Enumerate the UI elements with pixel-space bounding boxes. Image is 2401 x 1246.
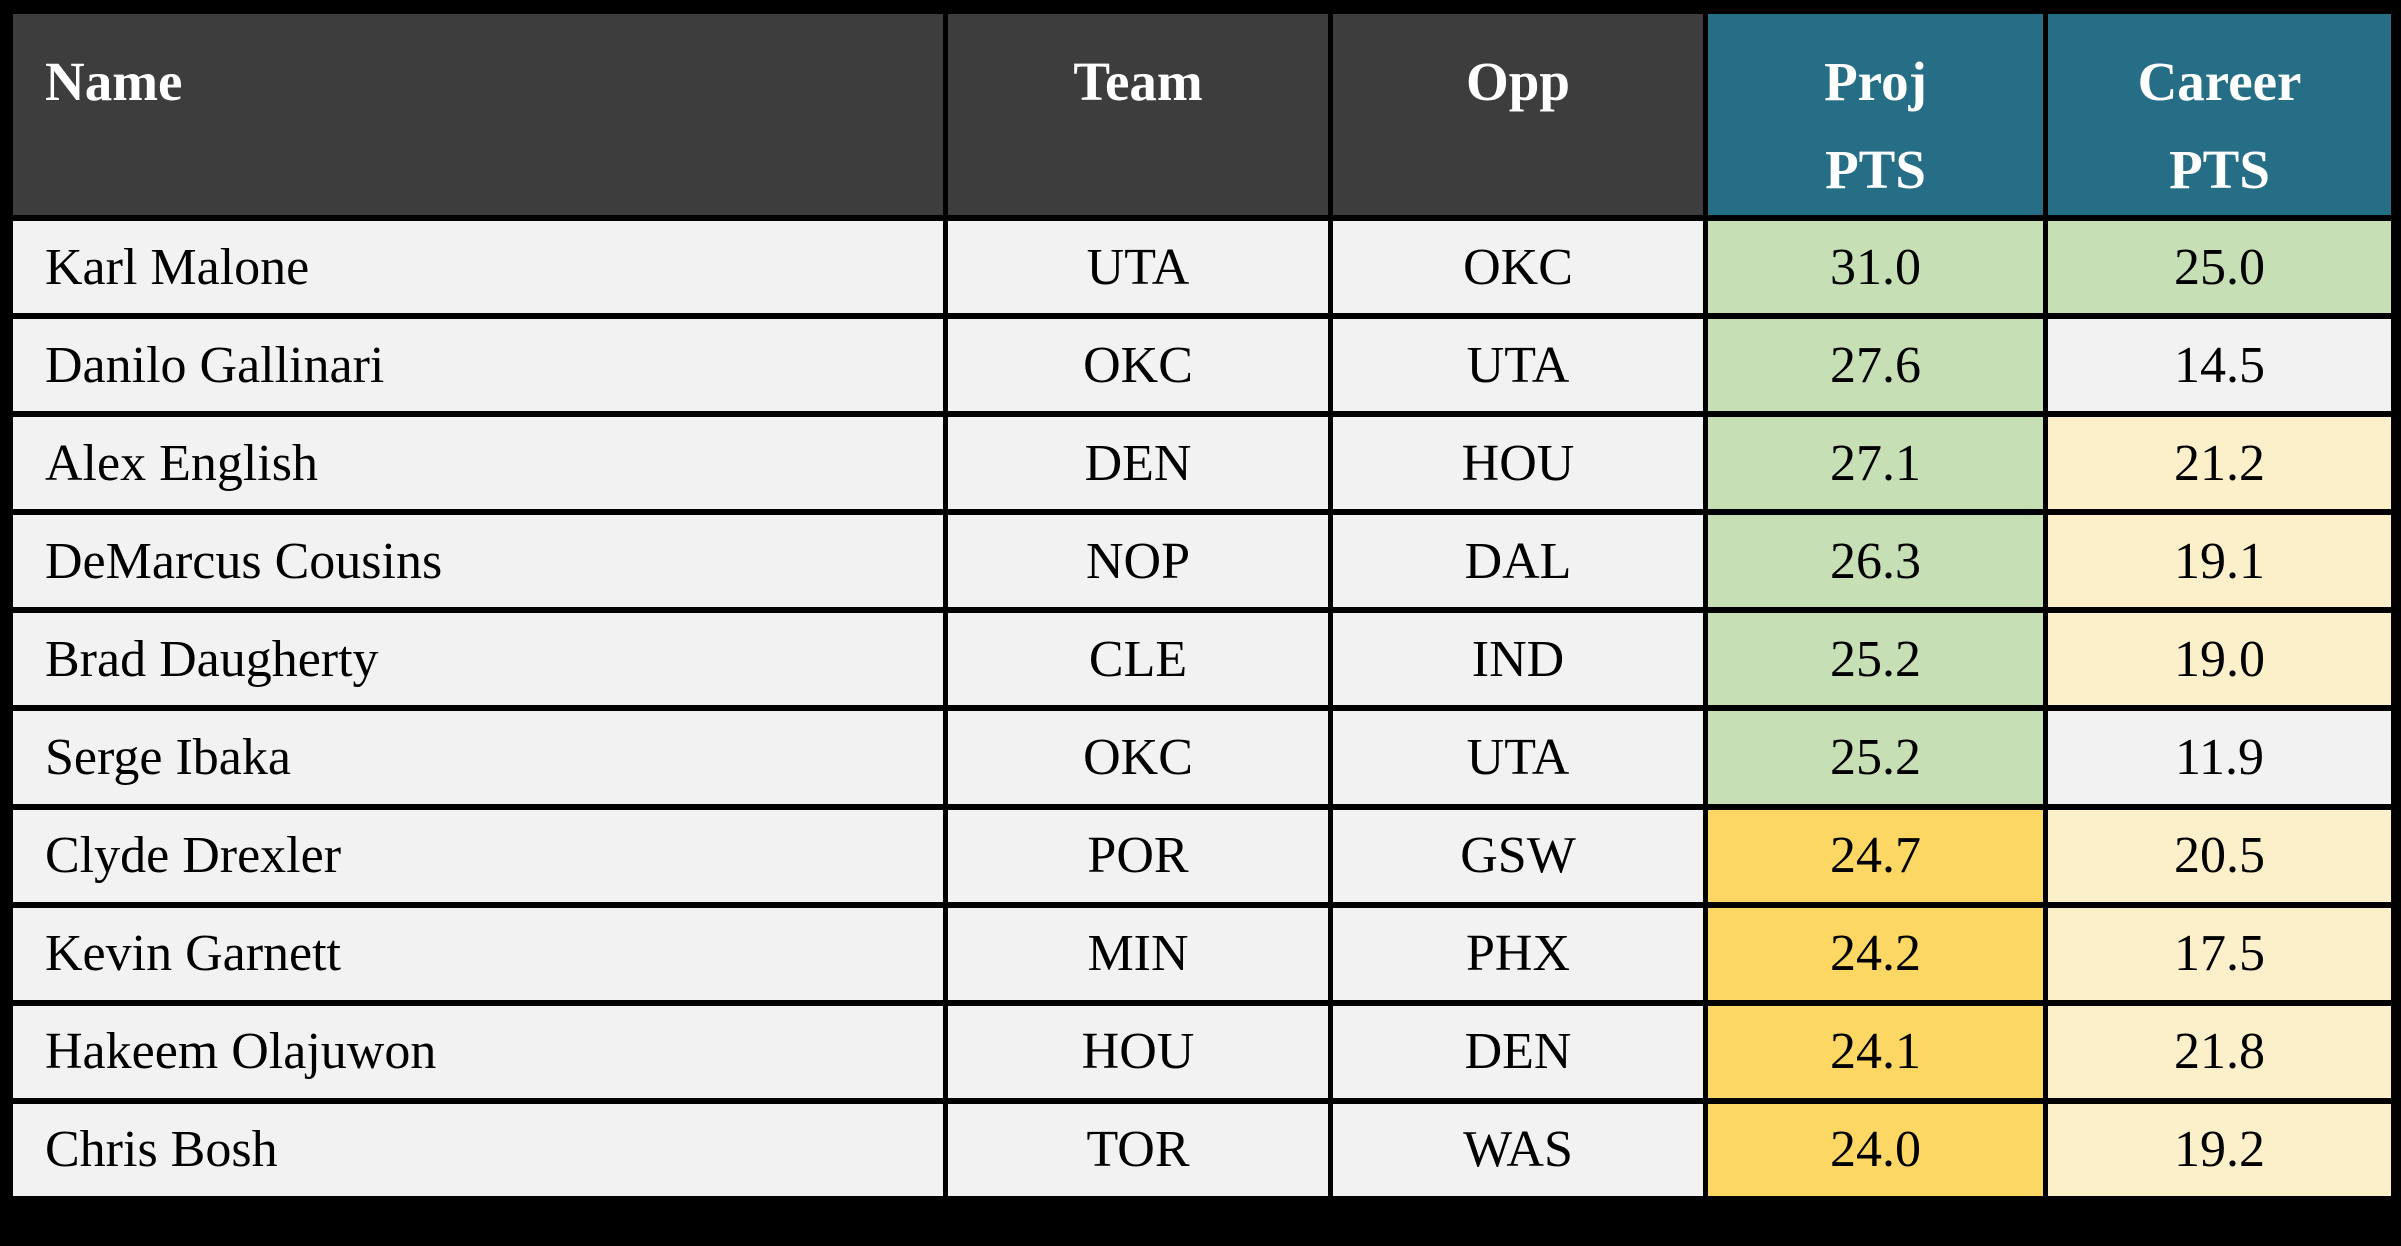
cell-player-name: Brad Daugherty (8, 607, 948, 712)
table-row: Chris Bosh TOR WAS 24.0 19.2 (8, 1097, 2396, 1203)
cell-career-pts: 19.2 (2043, 1097, 2396, 1203)
cell-proj-pts: 26.3 (1703, 509, 2048, 614)
column-header-opp: Opp (1328, 8, 1708, 221)
cell-player-name: Clyde Drexler (8, 803, 948, 908)
cell-career-pts: 11.9 (2043, 705, 2396, 810)
cell-proj-pts: 24.7 (1703, 803, 2048, 908)
column-header-name: Name (8, 8, 948, 221)
table-row: Hakeem Olajuwon HOU DEN 24.1 21.8 (8, 999, 2396, 1104)
header-row: Name Team Opp Proj PTS Career PTS (8, 8, 2396, 221)
cell-opp: OKC (1328, 214, 1708, 320)
column-header-career-pts: Career PTS (2043, 8, 2396, 221)
cell-proj-pts: 25.2 (1703, 607, 2048, 712)
cell-opp: GSW (1328, 803, 1708, 908)
cell-team: TOR (943, 1097, 1333, 1203)
cell-proj-pts: 24.0 (1703, 1097, 2048, 1203)
cell-player-name: Kevin Garnett (8, 901, 948, 1006)
cell-team: NOP (943, 509, 1333, 614)
player-projections-table: Name Team Opp Proj PTS Career PTS Karl M… (8, 8, 2396, 1203)
table-row: Clyde Drexler POR GSW 24.7 20.5 (8, 803, 2396, 908)
cell-team: DEN (943, 411, 1333, 516)
column-header-team: Team (943, 8, 1333, 221)
header-line: Career (2137, 51, 2302, 112)
table-row: Karl Malone UTA OKC 31.0 25.0 (8, 214, 2396, 320)
header-line: PTS (1825, 139, 1926, 200)
cell-player-name: Hakeem Olajuwon (8, 999, 948, 1104)
cell-career-pts: 21.2 (2043, 411, 2396, 516)
cell-opp: DAL (1328, 509, 1708, 614)
cell-career-pts: 19.1 (2043, 509, 2396, 614)
cell-opp: DEN (1328, 999, 1708, 1104)
cell-proj-pts: 25.2 (1703, 705, 2048, 810)
cell-opp: UTA (1328, 313, 1708, 418)
cell-opp: UTA (1328, 705, 1708, 810)
cell-team: OKC (943, 313, 1333, 418)
table-row: Danilo Gallinari OKC UTA 27.6 14.5 (8, 313, 2396, 418)
cell-proj-pts: 27.1 (1703, 411, 2048, 516)
column-header-proj-pts: Proj PTS (1703, 8, 2048, 221)
cell-proj-pts: 24.1 (1703, 999, 2048, 1104)
cell-career-pts: 14.5 (2043, 313, 2396, 418)
table-body: Karl Malone UTA OKC 31.0 25.0 Danilo Gallinar… (8, 214, 2396, 1203)
cell-opp: IND (1328, 607, 1708, 712)
cell-career-pts: 17.5 (2043, 901, 2396, 1006)
cell-career-pts: 25.0 (2043, 214, 2396, 320)
cell-team: HOU (943, 999, 1333, 1104)
table-row: Alex English DEN HOU 27.1 21.2 (8, 411, 2396, 516)
cell-player-name: Serge Ibaka (8, 705, 948, 810)
cell-opp: HOU (1328, 411, 1708, 516)
table-row: Serge Ibaka OKC UTA 25.2 11.9 (8, 705, 2396, 810)
table-row: Brad Daugherty CLE IND 25.2 19.0 (8, 607, 2396, 712)
header-line: PTS (2169, 139, 2270, 200)
cell-team: MIN (943, 901, 1333, 1006)
cell-team: POR (943, 803, 1333, 908)
cell-team: CLE (943, 607, 1333, 712)
table-row: DeMarcus Cousins NOP DAL 26.3 19.1 (8, 509, 2396, 614)
cell-player-name: Karl Malone (8, 214, 948, 320)
cell-player-name: Alex English (8, 411, 948, 516)
header-line: Proj (1824, 51, 1927, 112)
cell-opp: WAS (1328, 1097, 1708, 1203)
cell-career-pts: 20.5 (2043, 803, 2396, 908)
cell-player-name: DeMarcus Cousins (8, 509, 948, 614)
cell-player-name: Chris Bosh (8, 1097, 948, 1203)
cell-proj-pts: 24.2 (1703, 901, 2048, 1006)
cell-career-pts: 21.8 (2043, 999, 2396, 1104)
cell-proj-pts: 27.6 (1703, 313, 2048, 418)
cell-opp: PHX (1328, 901, 1708, 1006)
table-row: Kevin Garnett MIN PHX 24.2 17.5 (8, 901, 2396, 1006)
cell-proj-pts: 31.0 (1703, 214, 2048, 320)
cell-career-pts: 19.0 (2043, 607, 2396, 712)
cell-team: OKC (943, 705, 1333, 810)
cell-player-name: Danilo Gallinari (8, 313, 948, 418)
cell-team: UTA (943, 214, 1333, 320)
